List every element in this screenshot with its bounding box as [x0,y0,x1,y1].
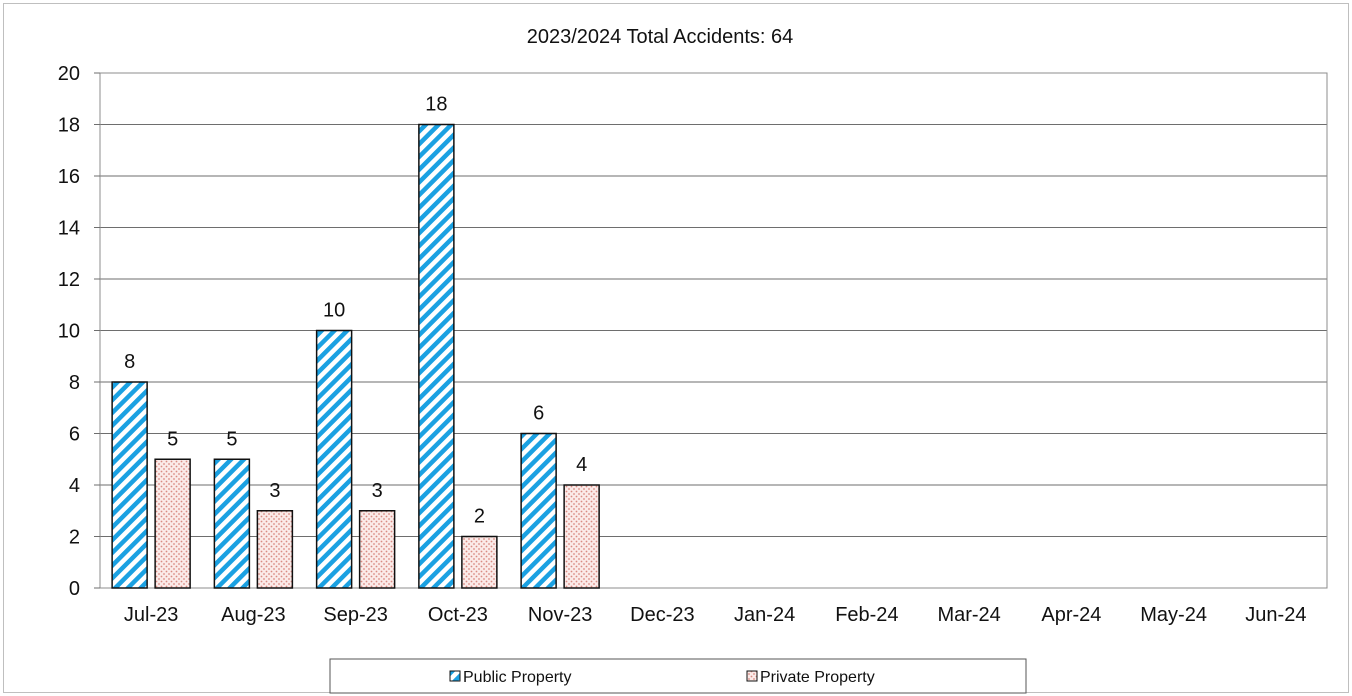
x-tick-label: Jul-23 [124,604,178,626]
legend-label-private: Private Property [760,669,875,686]
x-tick-label: Mar-24 [937,604,1000,626]
legend-box [329,658,1027,694]
y-tick-label: 14 [58,218,80,240]
x-tick-label: Feb-24 [835,604,898,626]
data-label-public: 6 [533,403,544,425]
y-axis-ticks: 0 2 4 6 8 10 12 14 16 18 20 [58,63,100,600]
x-tick-label: Jun-24 [1245,604,1306,626]
bar-public [213,458,251,589]
legend: Public Property Private Property [329,658,1027,694]
data-label-private: 5 [167,428,178,450]
y-tick-label: 6 [69,424,80,446]
legend-item-public: Public Property [449,669,572,686]
bar-private [563,484,600,589]
y-tick-label: 8 [69,372,80,394]
legend-item-private: Private Property [746,669,875,686]
x-tick-label: Aug-23 [221,604,286,626]
bar-private [256,510,294,589]
legend-label-public: Public Property [463,669,572,686]
y-tick-label: 20 [58,63,80,85]
chart-title: 2023/2024 Total Accidents: 64 [527,26,794,48]
bar-public [418,123,455,589]
data-label-public: 10 [323,300,345,322]
bar-private [358,510,396,589]
y-tick-label: 10 [58,321,80,343]
x-tick-label: May-24 [1140,604,1207,626]
bar-private [154,458,191,589]
bars [111,123,600,589]
y-tick-label: 16 [58,166,80,188]
y-tick-label: 2 [69,527,80,549]
data-label-private: 3 [269,480,280,502]
x-axis-ticks: Jul-23 Aug-23 Sep-23 Oct-23 Nov-23 Dec-23 Jan-… [124,604,1307,626]
x-tick-label: Oct-23 [428,604,488,626]
legend-swatch-public [449,670,461,682]
x-tick-label: Apr-24 [1041,604,1101,626]
x-tick-label: Jan-24 [734,604,795,626]
bar-private [461,535,498,589]
data-label-private: 4 [576,454,587,476]
bar-public [520,432,557,589]
x-tick-label: Dec-23 [630,604,694,626]
y-tick-label: 12 [58,269,80,291]
data-label-private: 3 [372,480,383,502]
bar-public [111,381,148,589]
data-labels: 8 5 10 18 6 5 3 3 2 4 [124,94,587,528]
data-label-public: 8 [124,351,135,373]
y-tick-label: 18 [58,115,80,137]
x-tick-label: Nov-23 [528,604,592,626]
gridlines [100,124,1327,537]
legend-swatch-private [746,670,758,682]
data-label-private: 2 [474,506,485,528]
x-tick-label: Sep-23 [323,604,388,626]
y-tick-label: 4 [69,475,80,497]
data-label-public: 18 [425,94,447,116]
y-tick-label: 0 [69,578,80,600]
bar-public [315,329,353,589]
data-label-public: 5 [226,428,237,450]
